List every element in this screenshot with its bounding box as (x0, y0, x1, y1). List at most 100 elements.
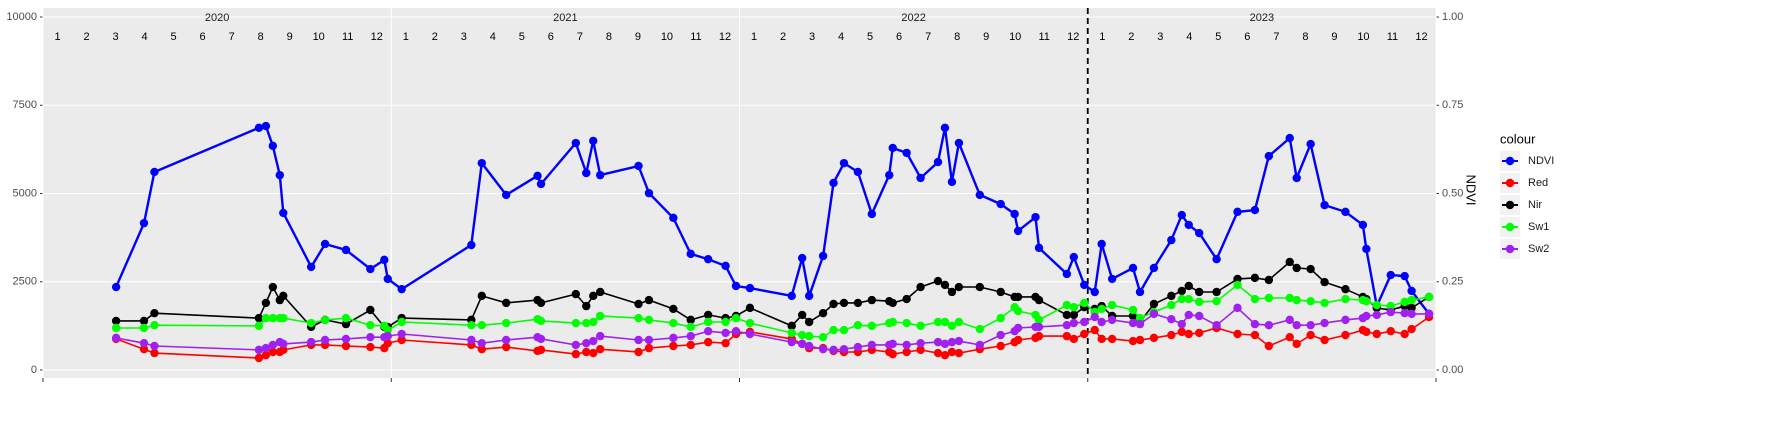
data-point (797, 310, 807, 320)
data-point (933, 317, 943, 327)
data-point (589, 336, 598, 346)
data-point (853, 167, 863, 177)
data-point (1233, 274, 1242, 284)
data-point (1306, 264, 1315, 274)
data-point (954, 317, 964, 327)
data-point (1250, 319, 1260, 329)
data-point (1292, 339, 1301, 349)
legend-key-point (1505, 200, 1515, 210)
data-point (940, 123, 950, 133)
data-point (947, 287, 957, 297)
data-point (916, 282, 925, 292)
data-point (1149, 333, 1159, 343)
data-point (571, 138, 581, 148)
data-point (1167, 300, 1176, 310)
month-label: 11 (690, 31, 701, 43)
data-point (1107, 334, 1117, 344)
data-point (787, 328, 796, 338)
data-point (383, 274, 392, 284)
data-point (867, 340, 877, 350)
data-point (1212, 320, 1221, 330)
month-label: 2 (432, 31, 438, 43)
data-point (1264, 293, 1274, 303)
data-point (721, 338, 730, 348)
month-label: 1 (751, 31, 757, 43)
month-label: 1 (403, 31, 409, 43)
data-point (1090, 287, 1099, 297)
data-point (1069, 310, 1079, 320)
month-label: 10 (1009, 31, 1021, 43)
data-point (916, 321, 925, 331)
data-point (1233, 280, 1242, 290)
data-point (797, 330, 807, 340)
data-point (731, 313, 741, 323)
month-label: 12 (719, 31, 731, 43)
legend-label: Sw1 (1528, 221, 1549, 233)
data-point (853, 342, 863, 352)
month-label: 5 (519, 31, 525, 43)
data-point (669, 318, 678, 328)
data-point (686, 340, 695, 350)
data-point (1034, 315, 1044, 325)
data-point (261, 313, 271, 323)
data-point (853, 298, 863, 308)
data-point (1233, 207, 1242, 217)
data-point (1194, 297, 1204, 307)
data-point (1177, 294, 1186, 304)
data-point (589, 291, 598, 301)
data-point (501, 190, 511, 200)
data-point (1062, 300, 1072, 310)
data-point (703, 310, 713, 320)
data-point (1264, 275, 1274, 285)
data-point (1424, 309, 1434, 319)
data-point (501, 318, 511, 328)
data-point (818, 332, 828, 342)
month-label: 4 (490, 31, 496, 43)
month-label: 1 (1099, 31, 1105, 43)
data-point (1250, 330, 1260, 340)
data-point (1264, 320, 1274, 330)
data-point (804, 317, 814, 327)
data-point (596, 344, 605, 354)
data-point (254, 321, 264, 331)
data-point (1320, 298, 1329, 308)
data-point (1386, 307, 1395, 317)
data-point (703, 317, 713, 327)
data-point (947, 347, 957, 357)
data-point (634, 161, 643, 171)
data-point (1184, 281, 1193, 291)
data-point (477, 291, 486, 301)
data-point (1062, 331, 1072, 341)
data-point (139, 218, 149, 228)
data-point (111, 323, 121, 333)
month-label: 4 (142, 31, 148, 43)
month-label: 7 (577, 31, 583, 43)
data-point (1135, 313, 1145, 323)
facet-label: 2021 (553, 12, 577, 24)
data-point (1212, 287, 1221, 297)
data-point (644, 295, 654, 305)
month-label: 7 (229, 31, 235, 43)
data-point (1341, 207, 1350, 217)
data-point (254, 313, 264, 323)
month-label: 7 (925, 31, 931, 43)
data-point (721, 261, 730, 271)
data-point (839, 158, 849, 168)
month-label: 6 (896, 31, 902, 43)
data-point (1167, 291, 1176, 301)
data-point (1341, 315, 1350, 325)
data-point (1080, 317, 1089, 327)
data-point (644, 343, 654, 353)
data-point (933, 276, 943, 286)
data-point (888, 339, 897, 349)
data-point (1386, 326, 1395, 336)
data-point (1250, 273, 1260, 283)
data-point (888, 317, 897, 327)
data-point (341, 245, 351, 255)
data-point (268, 347, 278, 357)
data-point (1135, 335, 1145, 345)
data-point (254, 353, 264, 363)
legend-title: colour (1500, 131, 1536, 146)
data-point (996, 287, 1005, 297)
data-point (634, 347, 643, 357)
